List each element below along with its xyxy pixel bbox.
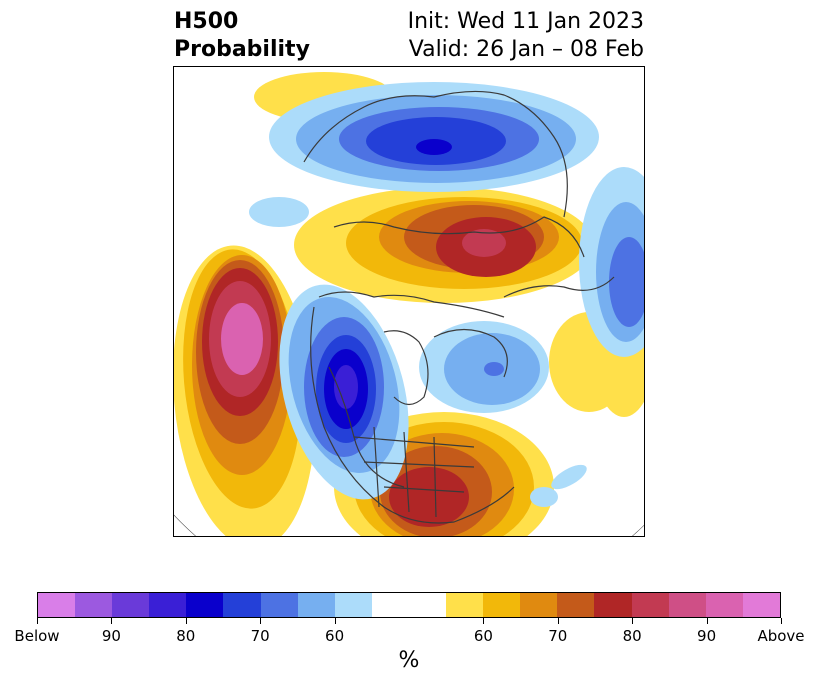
colorbar-tick-label: 80 — [176, 627, 196, 645]
asia-negative-anomaly — [579, 167, 644, 357]
colorbar-tick-label: 70 — [250, 627, 270, 645]
colorbar-segment — [149, 593, 187, 617]
namerica-negative-anomaly — [279, 284, 409, 500]
colorbar-segment — [223, 593, 261, 617]
colorbar-segment — [742, 593, 780, 617]
small-negative-1 — [249, 197, 309, 227]
colorbar-segment — [38, 593, 76, 617]
greenland-negative-anomaly — [419, 321, 549, 413]
colorbar-segment — [483, 593, 521, 617]
colorbar-tick-mark — [706, 618, 708, 624]
colorbar-segment — [594, 593, 632, 617]
colorbar-segment — [112, 593, 150, 617]
small-negative-3 — [530, 487, 558, 507]
init-date: Init: Wed 11 Jan 2023 — [407, 9, 644, 34]
colorbar-tick-label: 90 — [101, 627, 121, 645]
colorbar-tick-mark — [334, 618, 336, 624]
colorbar-tick-label: 90 — [697, 627, 717, 645]
title-variable: H500 — [174, 9, 239, 34]
colorbar-segment — [260, 593, 298, 617]
colorbar-tick-mark — [483, 618, 485, 624]
colorbar-tick-mark — [260, 618, 262, 624]
coastlines — [303, 90, 615, 524]
colorbar-tick-label: 80 — [622, 627, 642, 645]
chart-title: H500 Probability — [174, 8, 310, 64]
colorbar-segment — [520, 593, 558, 617]
valid-range: Valid: 26 Jan – 08 Feb — [408, 37, 644, 62]
colorbar-tick-label: 60 — [325, 627, 345, 645]
colorbar-segment — [446, 593, 484, 617]
colorbar-segment — [334, 593, 372, 617]
title-subtitle: Probability — [174, 37, 310, 62]
us-positive-anomaly — [334, 412, 554, 536]
colorbar-segment — [557, 593, 595, 617]
probability-map — [174, 67, 644, 536]
colorbar-tick-label: Below — [14, 627, 60, 645]
colorbar — [37, 592, 781, 618]
colorbar-tick-mark — [781, 618, 782, 624]
colorbar-segment — [371, 593, 409, 617]
colorbar-segment — [408, 593, 447, 617]
forecast-dates: Init: Wed 11 Jan 2023 Valid: 26 Jan – 08… — [408, 8, 644, 64]
colorbar-segment — [668, 593, 706, 617]
colorbar-unit-label: % — [398, 648, 420, 673]
colorbar-tick-mark — [37, 618, 38, 624]
colorbar-segment — [186, 593, 224, 617]
colorbar-segment — [75, 593, 113, 617]
arctic-positive-anomaly — [294, 187, 594, 303]
colorbar-tick-label: Above — [757, 627, 805, 645]
colorbar-tick-mark — [185, 618, 187, 624]
colorbar-segment — [297, 593, 335, 617]
colorbar-tick-label: 70 — [548, 627, 568, 645]
colorbar-tick-label: 60 — [473, 627, 493, 645]
europe-negative-anomaly — [269, 82, 599, 192]
colorbar-tick-mark — [111, 618, 113, 624]
polar-map — [173, 66, 645, 537]
small-negative-2 — [551, 464, 587, 490]
colorbar-segment — [705, 593, 743, 617]
colorbar-segment — [631, 593, 669, 617]
colorbar-tick-mark — [632, 618, 634, 624]
pacific-positive-anomaly — [174, 245, 315, 536]
colorbar-tick-mark — [557, 618, 559, 624]
